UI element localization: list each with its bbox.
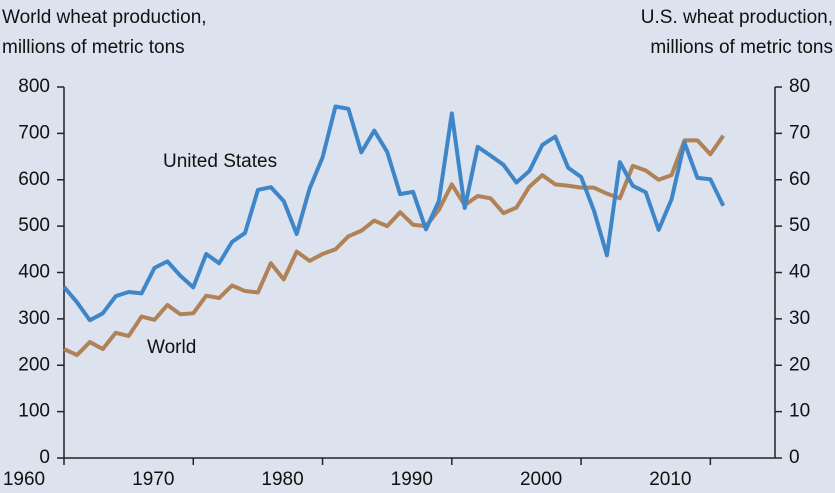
y2-tick-label: 40 bbox=[789, 262, 810, 283]
y-tick-label: 400 bbox=[18, 262, 50, 283]
y-axis-title: millions of metric tons bbox=[2, 37, 185, 58]
y2-tick-label: 0 bbox=[789, 447, 800, 468]
y-tick-label: 700 bbox=[18, 122, 50, 143]
y-tick-label: 300 bbox=[18, 308, 50, 329]
x-tick-label: 2010 bbox=[649, 469, 691, 490]
y-tick-label: 800 bbox=[18, 76, 50, 97]
y2-tick-label: 10 bbox=[789, 401, 810, 422]
y-tick-label: 100 bbox=[18, 401, 50, 422]
annotation: World bbox=[147, 337, 196, 358]
x-tick-label: 2000 bbox=[520, 469, 562, 490]
series-line bbox=[62, 104, 726, 323]
annotation: United States bbox=[163, 151, 277, 172]
y-axis-title: World wheat production, bbox=[2, 7, 207, 28]
y2-tick-label: 70 bbox=[789, 122, 810, 143]
y-tick-label: 600 bbox=[18, 169, 50, 190]
y2-tick-label: 80 bbox=[789, 76, 810, 97]
y2-tick-label: 20 bbox=[789, 354, 810, 375]
x-tick-label: 1990 bbox=[391, 469, 433, 490]
y2-tick-label: 50 bbox=[789, 215, 810, 236]
x-tick-label: 1960 bbox=[3, 469, 45, 490]
x-tick-label: 1970 bbox=[132, 469, 174, 490]
y2-axis-title: millions of metric tons bbox=[650, 37, 833, 58]
y-tick-label: 500 bbox=[18, 215, 50, 236]
y-tick-label: 0 bbox=[39, 447, 50, 468]
y2-axis-title: U.S. wheat production, bbox=[641, 7, 833, 28]
y2-tick-label: 60 bbox=[789, 169, 810, 190]
x-tick-label: 1980 bbox=[261, 469, 303, 490]
y2-tick-label: 30 bbox=[789, 308, 810, 329]
y-tick-label: 200 bbox=[18, 354, 50, 375]
